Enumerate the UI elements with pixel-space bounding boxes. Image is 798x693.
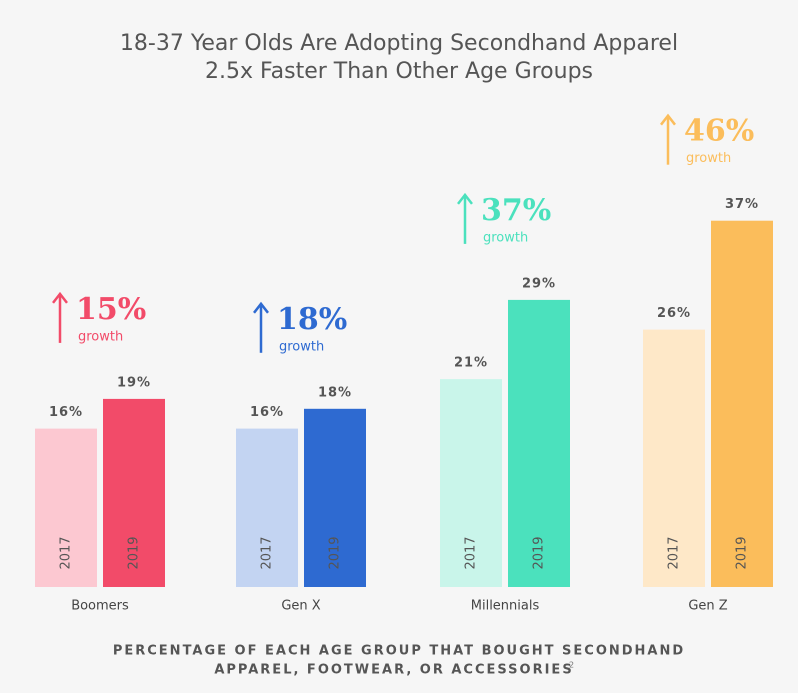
value-label: 18%: [318, 385, 352, 400]
chart-title: 18-37 Year Olds Are Adopting Secondhand …: [120, 31, 678, 56]
growth-text: growth: [279, 339, 324, 354]
bar-year-label: 2019: [735, 536, 750, 569]
x-tick-label: Gen Z: [688, 599, 727, 614]
growth-value: 46%: [684, 114, 754, 149]
growth-value: 18%: [277, 302, 347, 337]
bar: [440, 379, 502, 587]
growth-arrow-head: [52, 291, 68, 304]
x-tick-label: Boomers: [71, 599, 129, 614]
bar: [103, 398, 165, 587]
value-label: 16%: [250, 405, 284, 420]
bar-year-label: 2019: [532, 536, 547, 569]
x-tick-label: Gen X: [281, 599, 320, 614]
growth-text: growth: [686, 151, 731, 166]
growth-value: 37%: [481, 193, 551, 228]
x-tick-label: Millennials: [471, 599, 540, 614]
bar-year-label: 2017: [59, 536, 74, 569]
value-label: 19%: [117, 375, 151, 390]
bar: [304, 408, 366, 587]
bar-year-label: 2017: [464, 536, 479, 569]
bar: [508, 299, 570, 587]
chart-title: 2.5x Faster Than Other Age Groups: [205, 59, 593, 84]
value-label: 37%: [725, 197, 759, 212]
growth-arrow-head: [253, 301, 269, 314]
growth-text: growth: [483, 230, 528, 245]
value-label: 16%: [49, 405, 83, 420]
bar-year-label: 2017: [667, 536, 682, 569]
bar: [35, 428, 97, 587]
bar-year-label: 2019: [328, 536, 343, 569]
growth-arrow-head: [457, 192, 473, 205]
bar: [236, 428, 298, 587]
bar: [643, 329, 705, 587]
bar-year-label: 2019: [127, 536, 142, 569]
growth-text: growth: [78, 329, 123, 344]
footnote: 2: [569, 661, 574, 670]
growth-arrow-head: [660, 113, 676, 126]
bar: [711, 220, 773, 587]
value-label: 21%: [454, 356, 488, 371]
value-label: 26%: [657, 306, 691, 321]
value-label: 29%: [522, 276, 556, 291]
bar-year-label: 2017: [260, 536, 275, 569]
caption: PERCENTAGE OF EACH AGE GROUP THAT BOUGHT…: [113, 644, 685, 659]
growth-value: 15%: [76, 292, 146, 327]
caption: APPAREL, FOOTWEAR, OR ACCESSORIES: [214, 663, 573, 678]
